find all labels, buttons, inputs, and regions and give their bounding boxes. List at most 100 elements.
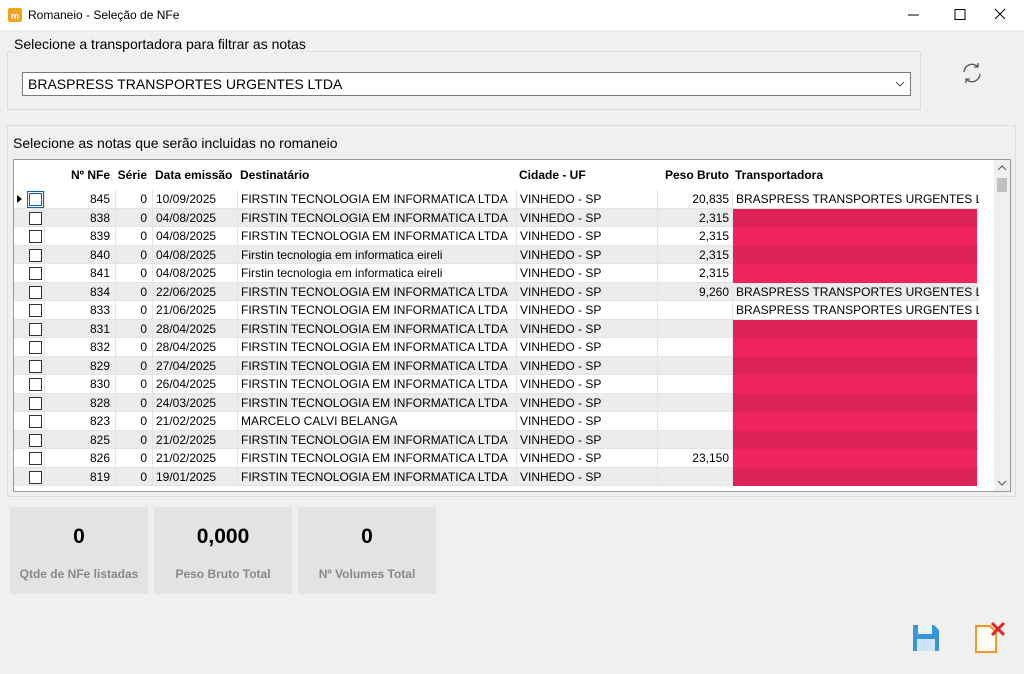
column-line bbox=[657, 190, 658, 486]
grid-cell: 22/06/2025 bbox=[156, 284, 217, 299]
grid-cell: 24/03/2025 bbox=[156, 395, 217, 410]
scroll-up[interactable] bbox=[997, 165, 1007, 171]
row-checkbox[interactable] bbox=[29, 211, 42, 225]
combo-arrow bbox=[895, 81, 905, 87]
row-checkbox[interactable] bbox=[27, 191, 44, 208]
filter-group bbox=[7, 51, 921, 110]
grid-cell: 23,150 bbox=[692, 451, 729, 465]
grid-cell: 0 bbox=[140, 192, 147, 206]
row-checkbox[interactable] bbox=[29, 378, 42, 391]
grid-cell: 831 bbox=[89, 321, 110, 336]
row-indicator bbox=[17, 195, 22, 203]
scroll-down[interactable] bbox=[997, 480, 1007, 486]
row-checkbox[interactable] bbox=[29, 452, 42, 465]
missing-carrier bbox=[733, 430, 977, 449]
title-bar: m Romaneio - Seleção de NFe bbox=[0, 0, 1024, 30]
row-checkbox[interactable] bbox=[29, 267, 42, 280]
grid-cell: 826 bbox=[89, 451, 110, 465]
save-button[interactable] bbox=[910, 622, 942, 654]
column-line bbox=[516, 190, 517, 486]
grid-cell: VINHEDO - SP bbox=[520, 321, 602, 336]
summary-label: Nº Volumes Total bbox=[318, 567, 416, 581]
grid-cell: 10/09/2025 bbox=[156, 192, 217, 206]
missing-carrier bbox=[733, 467, 977, 486]
grid-cell: 840 bbox=[89, 247, 110, 262]
missing-carrier bbox=[733, 227, 977, 246]
summary-box: 0,000 Peso Bruto Total bbox=[154, 507, 292, 594]
grid-cell: VINHEDO - SP bbox=[520, 469, 602, 484]
missing-carrier bbox=[733, 319, 977, 338]
notes-group bbox=[7, 125, 1016, 497]
scroll-thumb[interactable] bbox=[997, 178, 1007, 192]
row-checkbox[interactable] bbox=[29, 433, 42, 447]
grid-cell: 0 bbox=[140, 432, 147, 447]
row-checkbox[interactable] bbox=[29, 470, 42, 484]
grid-cell: 0 bbox=[140, 229, 147, 243]
grid-cell: FIRSTIN TECNOLOGIA EM INFORMATICA LTDA bbox=[241, 321, 508, 336]
column-line bbox=[152, 190, 153, 486]
grid-cell: VINHEDO - SP bbox=[520, 377, 602, 391]
row-checkbox[interactable] bbox=[29, 359, 42, 373]
grid-cell: 20,835 bbox=[692, 192, 729, 206]
app-icon: m bbox=[8, 8, 22, 22]
grid-cell: 825 bbox=[89, 432, 110, 447]
grid-cell: VINHEDO - SP bbox=[520, 358, 602, 373]
grid-row[interactable] bbox=[14, 282, 979, 301]
window-controls[interactable] bbox=[900, 0, 1024, 30]
grid-cell: VINHEDO - SP bbox=[520, 229, 602, 243]
missing-carrier bbox=[733, 375, 977, 394]
grid-cell: VINHEDO - SP bbox=[520, 395, 602, 410]
grid-row[interactable] bbox=[14, 190, 979, 209]
row-checkbox[interactable] bbox=[29, 341, 42, 354]
grid-cell: 28/04/2025 bbox=[156, 340, 217, 354]
grid-cell: 28/04/2025 bbox=[156, 321, 217, 336]
grid-cell: FIRSTIN TECNOLOGIA EM INFORMATICA LTDA bbox=[241, 229, 508, 243]
grid-cell: 828 bbox=[89, 395, 110, 410]
row-checkbox[interactable] bbox=[29, 396, 42, 410]
missing-carrier bbox=[733, 412, 977, 431]
grid-cell: 0 bbox=[140, 414, 147, 428]
grid-cell: 0 bbox=[140, 340, 147, 354]
column-header: Data emissão bbox=[155, 168, 233, 182]
grid-cell: VINHEDO - SP bbox=[520, 432, 602, 447]
summary-box: 0 Qtde de NFe listadas bbox=[10, 507, 148, 594]
grid-cell: VINHEDO - SP bbox=[520, 303, 602, 317]
grid-cell: 0 bbox=[140, 266, 147, 280]
grid-cell: FIRSTIN TECNOLOGIA EM INFORMATICA LTDA bbox=[241, 192, 508, 206]
grid-row[interactable] bbox=[14, 301, 979, 320]
grid-cell: VINHEDO - SP bbox=[520, 266, 602, 280]
row-checkbox[interactable] bbox=[29, 285, 42, 299]
column-line bbox=[115, 190, 116, 486]
grid-cell: 04/08/2025 bbox=[156, 266, 217, 280]
row-checkbox[interactable] bbox=[29, 248, 42, 262]
summary-label: Peso Bruto Total bbox=[175, 567, 271, 581]
grid-cell: 830 bbox=[89, 377, 110, 391]
missing-carrier bbox=[733, 449, 977, 468]
group-label: Selecione as notas que serão incluidas n… bbox=[13, 135, 338, 151]
notes-grid: Nº NFe Série Data emissão Destinatário Cidad… bbox=[13, 159, 1011, 492]
grid-cell: VINHEDO - SP bbox=[520, 284, 602, 299]
column-line bbox=[732, 190, 733, 486]
grid-cell: 0 bbox=[140, 247, 147, 262]
row-checkbox[interactable] bbox=[29, 322, 42, 336]
column-header: Nº NFe bbox=[70, 168, 110, 182]
grid-cell: 841 bbox=[89, 266, 110, 280]
combo-value: BRASPRESS TRANSPORTES URGENTES LTDA bbox=[28, 76, 343, 92]
column-header: Transportadora bbox=[735, 168, 824, 182]
grid-cell: 0 bbox=[140, 303, 147, 317]
grid-cell: 845 bbox=[89, 192, 110, 206]
grid-cell: 0 bbox=[140, 395, 147, 410]
svg-text:m: m bbox=[11, 11, 19, 21]
cancel-button[interactable] bbox=[972, 620, 1008, 656]
grid-cell: VINHEDO - SP bbox=[520, 414, 602, 428]
missing-carrier bbox=[733, 393, 977, 412]
refresh-button[interactable] bbox=[960, 61, 984, 85]
row-checkbox[interactable] bbox=[29, 230, 42, 243]
carrier-combo[interactable]: BRASPRESS TRANSPORTES URGENTES LTDA bbox=[22, 72, 911, 96]
grid-cell: 0 bbox=[140, 451, 147, 465]
row-checkbox[interactable] bbox=[29, 415, 42, 428]
missing-carrier bbox=[733, 356, 977, 375]
column-header: Destinatário bbox=[240, 168, 310, 182]
row-checkbox[interactable] bbox=[29, 304, 42, 317]
scrollbar[interactable] bbox=[994, 160, 1010, 491]
